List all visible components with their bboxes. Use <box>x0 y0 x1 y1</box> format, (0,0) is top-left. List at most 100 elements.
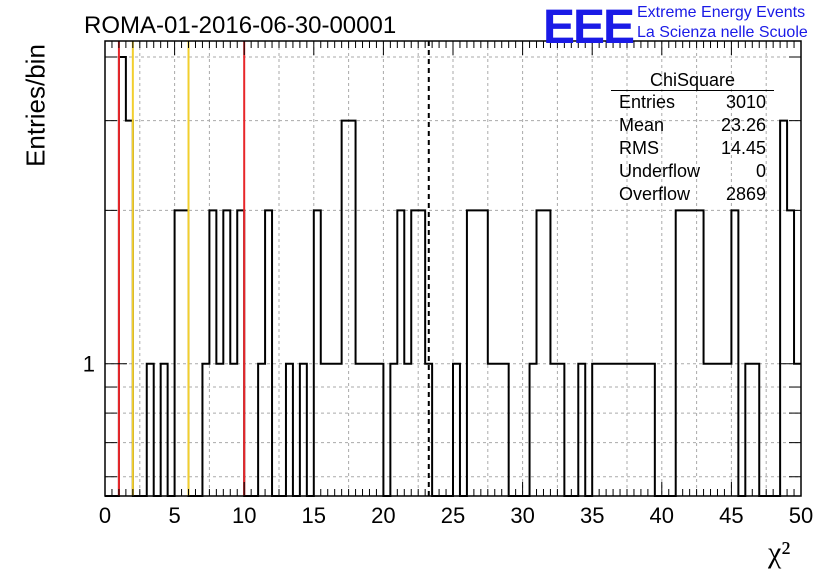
histogram-bin <box>411 210 418 496</box>
histogram-bin <box>683 210 690 496</box>
eee-logo: EEE <box>543 1 635 54</box>
histogram-bin <box>376 364 383 496</box>
stats-value: 23.26 <box>720 115 766 135</box>
x-tick-label: 30 <box>510 503 534 528</box>
histogram-bin <box>216 364 223 496</box>
histogram-bin <box>697 210 704 496</box>
histogram-bin <box>119 57 126 496</box>
histogram-bin <box>328 364 335 496</box>
histogram-bin <box>230 364 237 496</box>
histogram-bin <box>780 121 787 496</box>
histogram-bin <box>161 364 168 496</box>
histogram-bin <box>752 364 759 496</box>
histogram-bin <box>557 364 564 496</box>
histogram-bin <box>265 210 272 496</box>
histogram-bin <box>335 364 342 496</box>
histogram-bin <box>237 210 244 496</box>
histogram-bin <box>397 210 404 496</box>
histogram-bin <box>794 364 801 496</box>
histogram-bin <box>592 364 599 496</box>
stats-name: ChiSquare <box>611 70 774 91</box>
histogram-bin <box>537 210 544 496</box>
histogram-bin <box>634 364 641 496</box>
histogram-bin <box>676 210 683 496</box>
histogram-bin <box>314 210 321 496</box>
stats-row: Entries 3010 <box>611 91 774 114</box>
histogram-bin <box>648 364 655 496</box>
stats-row: Overflow 2869 <box>611 183 774 206</box>
histogram-bin <box>745 364 752 496</box>
stats-label: Overflow <box>619 184 691 204</box>
histogram-bin <box>286 364 293 496</box>
histogram-bin <box>495 364 502 496</box>
stats-label: Mean <box>619 115 665 135</box>
histogram-bin <box>711 364 718 496</box>
stats-label: Entries <box>619 92 676 112</box>
histogram-bin <box>369 364 376 496</box>
histogram-bin <box>404 364 411 496</box>
x-tick-label: 10 <box>232 503 256 528</box>
histogram-bin <box>182 210 189 496</box>
histogram-bin <box>641 364 648 496</box>
histogram-bin <box>543 210 550 496</box>
x-tick-label: 15 <box>302 503 326 528</box>
histogram-bin <box>390 364 397 496</box>
histogram-bin <box>175 210 182 496</box>
chart-title: ROMA-01-2016-06-30-00001 <box>84 12 397 39</box>
histogram-bin <box>530 364 537 496</box>
histogram-bin <box>481 210 488 496</box>
y-tick-label: 1 <box>83 352 95 377</box>
histogram-bin <box>690 210 697 496</box>
histogram-bin <box>258 364 265 496</box>
stats-value: 0 <box>755 161 766 181</box>
histogram-bin <box>321 364 328 496</box>
histogram-bin <box>126 121 133 496</box>
y-axis-label: Entries/bin <box>20 44 51 167</box>
x-tick-label: 20 <box>371 503 395 528</box>
histogram-bin <box>550 364 557 496</box>
stats-row: RMS 14.45 <box>611 137 774 160</box>
histogram-bin <box>502 364 509 496</box>
stats-box: ChiSquare Entries 3010 Mean 23.26 RMS 14.45… <box>611 70 774 206</box>
x-tick-label: 25 <box>441 503 465 528</box>
histogram-bin <box>704 364 711 496</box>
histogram-bin <box>418 210 425 496</box>
stats-label: Underflow <box>619 161 701 181</box>
x-axis-label: χ² <box>768 536 791 569</box>
stats-row: Mean 23.26 <box>611 114 774 137</box>
x-tick-label: 45 <box>719 503 743 528</box>
stats-value: 2869 <box>725 184 766 204</box>
histogram-bin <box>300 364 307 496</box>
histogram-bin <box>606 364 613 496</box>
logo-line-1: Extreme Energy Events <box>637 4 806 21</box>
histogram-bin <box>613 364 620 496</box>
histogram-bin <box>717 364 724 496</box>
histogram-bin <box>599 364 606 496</box>
histogram-bin <box>578 364 585 496</box>
histogram-bin <box>787 210 794 496</box>
x-tick-label: 0 <box>99 503 111 528</box>
x-tick-label: 50 <box>789 503 813 528</box>
stats-value: 3010 <box>725 92 766 112</box>
histogram-outline <box>105 56 801 497</box>
x-tick-label: 40 <box>650 503 674 528</box>
histogram-bin <box>202 364 209 496</box>
x-tick-label: 5 <box>168 503 180 528</box>
histogram-bin <box>453 364 460 496</box>
histogram-bin <box>724 364 731 496</box>
histogram-bin <box>474 210 481 496</box>
histogram-bin <box>349 121 356 496</box>
stats-value: 14.45 <box>720 138 766 158</box>
histogram-bin <box>731 210 738 496</box>
histogram-bin <box>223 210 230 496</box>
histogram-bin <box>342 121 349 496</box>
logo-line-2: La Scienza nelle Scuole <box>637 24 808 41</box>
histogram-bin <box>147 364 154 496</box>
histogram-bin <box>627 364 634 496</box>
histogram-bin <box>356 364 363 496</box>
stats-label: RMS <box>619 138 659 158</box>
histogram-bin <box>363 364 370 496</box>
stats-row: Underflow 0 <box>611 160 774 183</box>
x-tick-label: 35 <box>580 503 604 528</box>
